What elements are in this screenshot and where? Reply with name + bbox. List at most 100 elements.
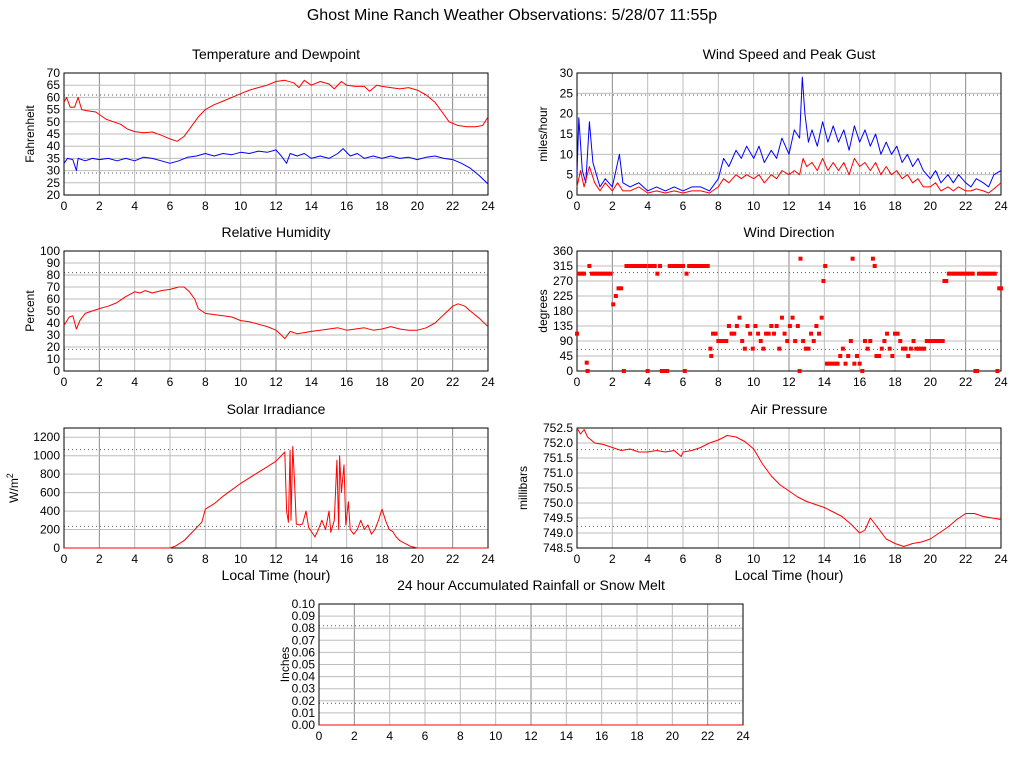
x-tick-label: 6 bbox=[167, 375, 174, 389]
x-tick-label: 8 bbox=[202, 375, 209, 389]
series-line bbox=[576, 427, 1002, 547]
data-point bbox=[764, 331, 769, 336]
data-point bbox=[840, 346, 845, 351]
y-tick-label: 45 bbox=[47, 127, 61, 141]
x-tick-label: 18 bbox=[888, 375, 902, 389]
plot-frame bbox=[576, 72, 1002, 196]
data-point bbox=[979, 271, 984, 276]
y-tick-label: 70 bbox=[47, 280, 61, 294]
series-line bbox=[63, 148, 489, 185]
x-tick-label: 12 bbox=[782, 199, 796, 213]
x-tick-label: 12 bbox=[269, 552, 283, 566]
data-point bbox=[857, 361, 862, 366]
x-tick-label: 4 bbox=[644, 552, 651, 566]
data-point bbox=[868, 339, 873, 343]
y-tick-label: 25 bbox=[47, 176, 61, 190]
y-tick-label: 70 bbox=[47, 66, 61, 80]
y-tick-label: 752.0 bbox=[543, 436, 573, 450]
y-tick-label: 750.5 bbox=[543, 481, 573, 495]
data-point bbox=[809, 331, 814, 336]
y-tick-label: 200 bbox=[40, 523, 60, 537]
y-axis-label-superscript: 2 bbox=[5, 473, 15, 478]
data-point bbox=[885, 331, 890, 336]
x-tick-label: 22 bbox=[959, 199, 973, 213]
data-point bbox=[999, 286, 1003, 291]
y-tick-label: 0.05 bbox=[292, 658, 316, 672]
x-tick-label: 8 bbox=[715, 552, 722, 566]
x-tick-label: 8 bbox=[457, 729, 464, 743]
data-point bbox=[862, 339, 867, 343]
y-tick-label: 30 bbox=[47, 328, 61, 342]
data-point bbox=[811, 339, 816, 343]
data-point bbox=[603, 271, 608, 276]
data-point bbox=[584, 360, 589, 365]
data-point bbox=[756, 331, 761, 336]
y-tick-label: 225 bbox=[553, 289, 573, 303]
data-point bbox=[721, 339, 726, 343]
y-tick-label: 80 bbox=[47, 268, 61, 282]
data-point bbox=[952, 271, 957, 276]
x-tick-label: 6 bbox=[680, 375, 687, 389]
x-tick-label: 16 bbox=[340, 552, 354, 566]
y-tick-label: 0.06 bbox=[292, 645, 316, 659]
x-tick-label: 16 bbox=[853, 552, 867, 566]
x-tick-label: 0 bbox=[574, 552, 581, 566]
data-point bbox=[900, 346, 905, 351]
data-point bbox=[726, 324, 731, 328]
x-tick-label: 20 bbox=[924, 375, 938, 389]
data-point bbox=[590, 271, 595, 276]
chart-title: Wind Direction bbox=[743, 224, 834, 240]
data-point bbox=[737, 315, 742, 320]
y-tick-label: 0 bbox=[53, 364, 60, 378]
x-tick-label: 24 bbox=[481, 552, 495, 566]
y-axis-label-text: Percent bbox=[23, 290, 37, 332]
chart-title: Relative Humidity bbox=[222, 224, 331, 240]
x-tick-label: 4 bbox=[131, 552, 138, 566]
x-tick-label: 12 bbox=[782, 552, 796, 566]
x-tick-label: 0 bbox=[61, 199, 68, 213]
data-point bbox=[742, 346, 747, 351]
grid bbox=[576, 250, 1002, 372]
data-point bbox=[827, 361, 832, 366]
x-tick-label: 22 bbox=[446, 375, 460, 389]
data-point bbox=[585, 369, 590, 373]
x-tick-label: 4 bbox=[131, 375, 138, 389]
y-axis-label-text: degrees bbox=[536, 289, 550, 332]
series-line bbox=[63, 286, 489, 340]
data-point bbox=[675, 264, 680, 268]
y-tick-label: 20 bbox=[560, 107, 574, 121]
data-point bbox=[946, 271, 951, 276]
data-point bbox=[814, 324, 819, 328]
data-point bbox=[832, 361, 837, 366]
data-point bbox=[823, 264, 828, 268]
data-point bbox=[835, 361, 840, 366]
data-point bbox=[700, 264, 705, 268]
data-point bbox=[766, 331, 771, 336]
data-point bbox=[935, 339, 940, 343]
x-tick-label: 4 bbox=[644, 199, 651, 213]
data-point bbox=[795, 324, 800, 328]
data-point bbox=[968, 271, 973, 276]
y-tick-label: 90 bbox=[47, 256, 61, 270]
y-axis-label: degrees bbox=[536, 289, 550, 332]
x-tick-label: 12 bbox=[269, 375, 283, 389]
data-point bbox=[611, 302, 616, 307]
y-axis-label: miles/hour bbox=[536, 106, 550, 161]
y-tick-label: 10 bbox=[560, 147, 574, 161]
data-point bbox=[782, 331, 787, 336]
x-tick-label: 16 bbox=[595, 729, 609, 743]
x-tick-label: 20 bbox=[924, 552, 938, 566]
x-tick-label: 12 bbox=[524, 729, 538, 743]
data-point bbox=[940, 339, 945, 343]
data-point bbox=[658, 264, 663, 268]
x-tick-label: 18 bbox=[888, 199, 902, 213]
x-tick-label: 20 bbox=[411, 375, 425, 389]
y-axis-label-text: Fahrenheit bbox=[23, 105, 37, 163]
data-point bbox=[600, 271, 605, 276]
data-point bbox=[716, 339, 721, 343]
data-point bbox=[718, 339, 723, 343]
data-point bbox=[740, 339, 745, 343]
data-point bbox=[777, 346, 782, 351]
data-point bbox=[635, 264, 640, 268]
data-point bbox=[821, 279, 826, 283]
